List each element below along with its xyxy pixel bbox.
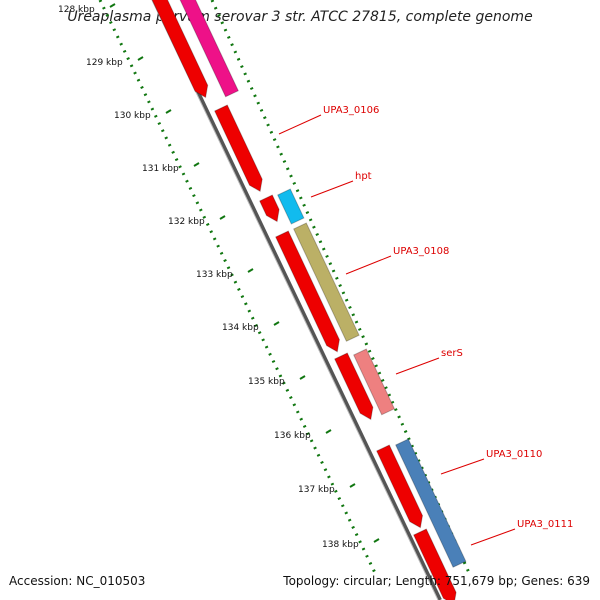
ruler-tick-mark xyxy=(373,538,380,543)
ruler-tick-mark xyxy=(299,375,306,380)
ruler-tick-label: 138 kbp xyxy=(322,540,359,550)
ruler-ticks: 128 kbp 129 kbp 130 kbp 131 kbp 132 kbp 133 k… xyxy=(58,3,380,550)
backbone-highlight xyxy=(151,0,439,600)
cds-block xyxy=(275,230,340,353)
cds-block xyxy=(413,528,457,600)
backbone-shadow xyxy=(152,0,442,600)
ruler-tick-label: 135 kbp xyxy=(248,377,285,387)
ruler-tick-label: 131 kbp xyxy=(142,164,179,174)
gene-label-leader xyxy=(470,528,516,546)
gene-label: UPA3_0106 xyxy=(323,105,379,116)
gene-label: UPA3_0110 xyxy=(486,449,542,460)
feature-block-magenta xyxy=(179,0,239,98)
gene-label: serS xyxy=(441,348,463,359)
ruler-tick-label: 136 kbp xyxy=(274,431,311,441)
cds-block xyxy=(214,104,263,193)
feature-block-cyan xyxy=(277,188,305,225)
ruler-tick-label: 129 kbp xyxy=(86,58,123,68)
cds-block xyxy=(151,0,209,99)
accession-text: Accession: NC_010503 xyxy=(9,574,146,588)
ruler-tick-mark xyxy=(165,109,172,114)
ruler-tick-mark xyxy=(137,56,144,61)
ruler-tick-label: 137 kbp xyxy=(298,485,335,495)
gene-label: hpt xyxy=(355,171,372,182)
ruler-tick-mark xyxy=(109,3,116,8)
ruler-tick-mark xyxy=(273,321,280,326)
gene-label-leader xyxy=(345,255,392,275)
features xyxy=(151,0,467,600)
gene-label-leader xyxy=(310,180,354,198)
outer-dotted-track xyxy=(210,0,472,576)
ruler-tick-label: 134 kbp xyxy=(222,323,259,333)
ruler-tick-mark xyxy=(219,215,226,220)
gene-label: UPA3_0111 xyxy=(517,519,573,530)
ruler-tick-mark xyxy=(325,429,332,434)
gene-label-leader xyxy=(440,458,485,475)
cds-block xyxy=(376,444,424,529)
ruler-tick-label: 133 kbp xyxy=(196,270,233,280)
ruler-tick-label: 128 kbp xyxy=(58,5,95,15)
gene-label-leader xyxy=(278,114,322,135)
feature-block-salmon xyxy=(353,348,396,416)
ruler-tick-label: 132 kbp xyxy=(168,217,205,227)
ruler-tick-mark xyxy=(193,162,200,167)
feature-block-steelblue xyxy=(395,438,467,568)
ruler-tick-label: 130 kbp xyxy=(114,111,151,121)
gene-label-leader xyxy=(395,357,440,375)
feature-block-olive xyxy=(293,222,360,342)
ruler-tick-mark xyxy=(247,268,254,273)
cds-block xyxy=(259,194,280,223)
genome-summary-text: Topology: circular; Length: 751,679 bp; … xyxy=(283,574,590,588)
ruler-tick-mark xyxy=(349,483,356,488)
cds-block xyxy=(334,352,374,421)
gene-label: UPA3_0108 xyxy=(393,246,449,257)
map-title: Ureaplasma parvum serovar 3 str. ATCC 27… xyxy=(67,9,533,25)
